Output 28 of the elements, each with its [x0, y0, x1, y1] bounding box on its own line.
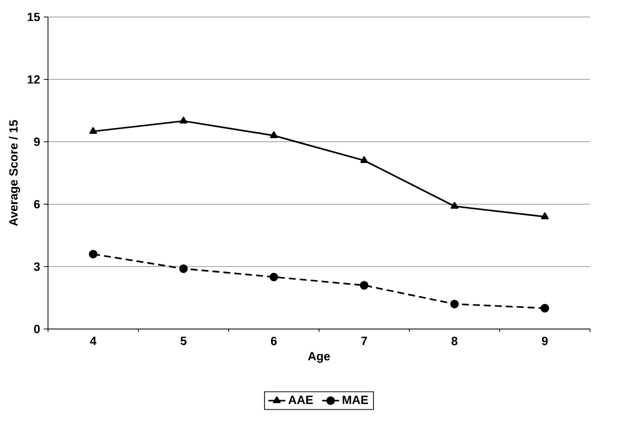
legend-label: MAE: [342, 396, 368, 404]
y-tick-label: 12: [28, 75, 40, 84]
point: [450, 300, 459, 308]
x-tick-label: 4: [90, 336, 96, 345]
point: [88, 250, 98, 258]
y-tick-label: 6: [34, 200, 40, 208]
x-tick-label: 6: [270, 336, 277, 346]
point: [360, 281, 368, 290]
y-axis-title: Average Score / 15: [8, 120, 20, 226]
point: [540, 304, 550, 312]
x-tick-label: 8: [452, 336, 458, 346]
x-axis-title: Age: [308, 352, 330, 363]
point: [89, 127, 97, 134]
y-tick-label: 3: [34, 262, 40, 271]
x-tick-label: 9: [542, 336, 548, 346]
y-tick-label: 15: [28, 12, 40, 22]
point: [270, 131, 278, 138]
point: [541, 212, 549, 220]
point: [180, 116, 188, 124]
y-tick-label: 0: [34, 324, 40, 334]
point: [450, 202, 458, 209]
point: [270, 272, 278, 282]
x-tick-label: 5: [180, 336, 186, 346]
point: [360, 156, 368, 164]
legend-label: AAE: [288, 396, 313, 404]
y-tick-label: 9: [34, 138, 40, 146]
point: [179, 264, 188, 273]
x-tick-label: 7: [361, 336, 367, 345]
